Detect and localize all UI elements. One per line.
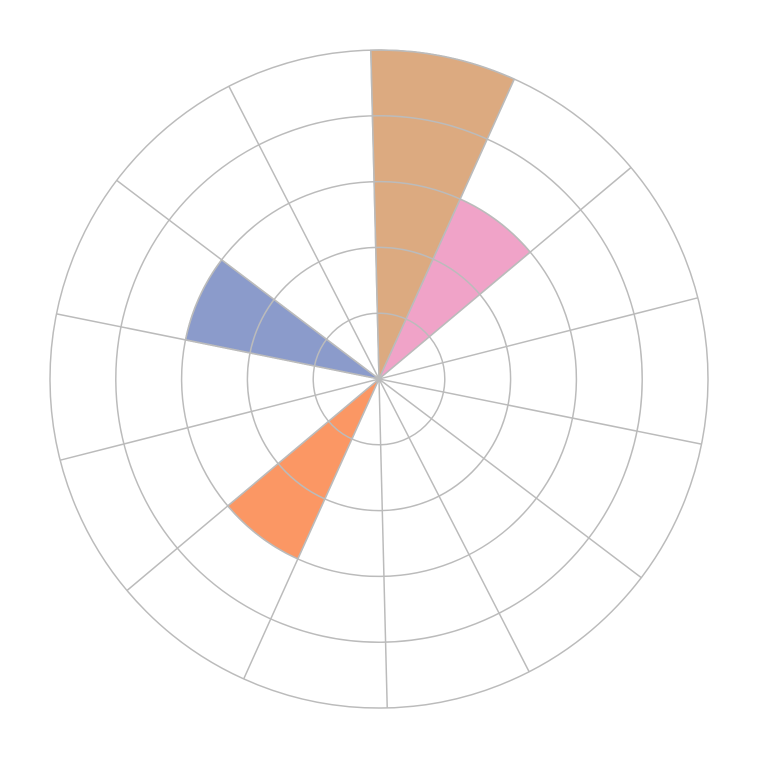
spoke <box>378 378 642 579</box>
spoke <box>378 297 699 380</box>
grid-ring <box>312 312 446 446</box>
grid-ring <box>115 115 643 643</box>
spoke <box>243 378 380 680</box>
spoke <box>378 378 388 708</box>
spoke <box>228 85 380 380</box>
grid-ring <box>49 49 709 709</box>
spoke <box>378 78 515 380</box>
spoke <box>59 378 380 461</box>
spoke <box>378 378 530 673</box>
sector <box>370 49 516 380</box>
spoke <box>378 378 702 445</box>
grid-ring <box>180 180 578 578</box>
spoke <box>56 313 380 380</box>
spoke <box>116 179 380 380</box>
grid-ring <box>246 246 512 512</box>
spoke <box>378 166 632 380</box>
spoke <box>370 50 380 380</box>
spoke <box>126 378 380 592</box>
